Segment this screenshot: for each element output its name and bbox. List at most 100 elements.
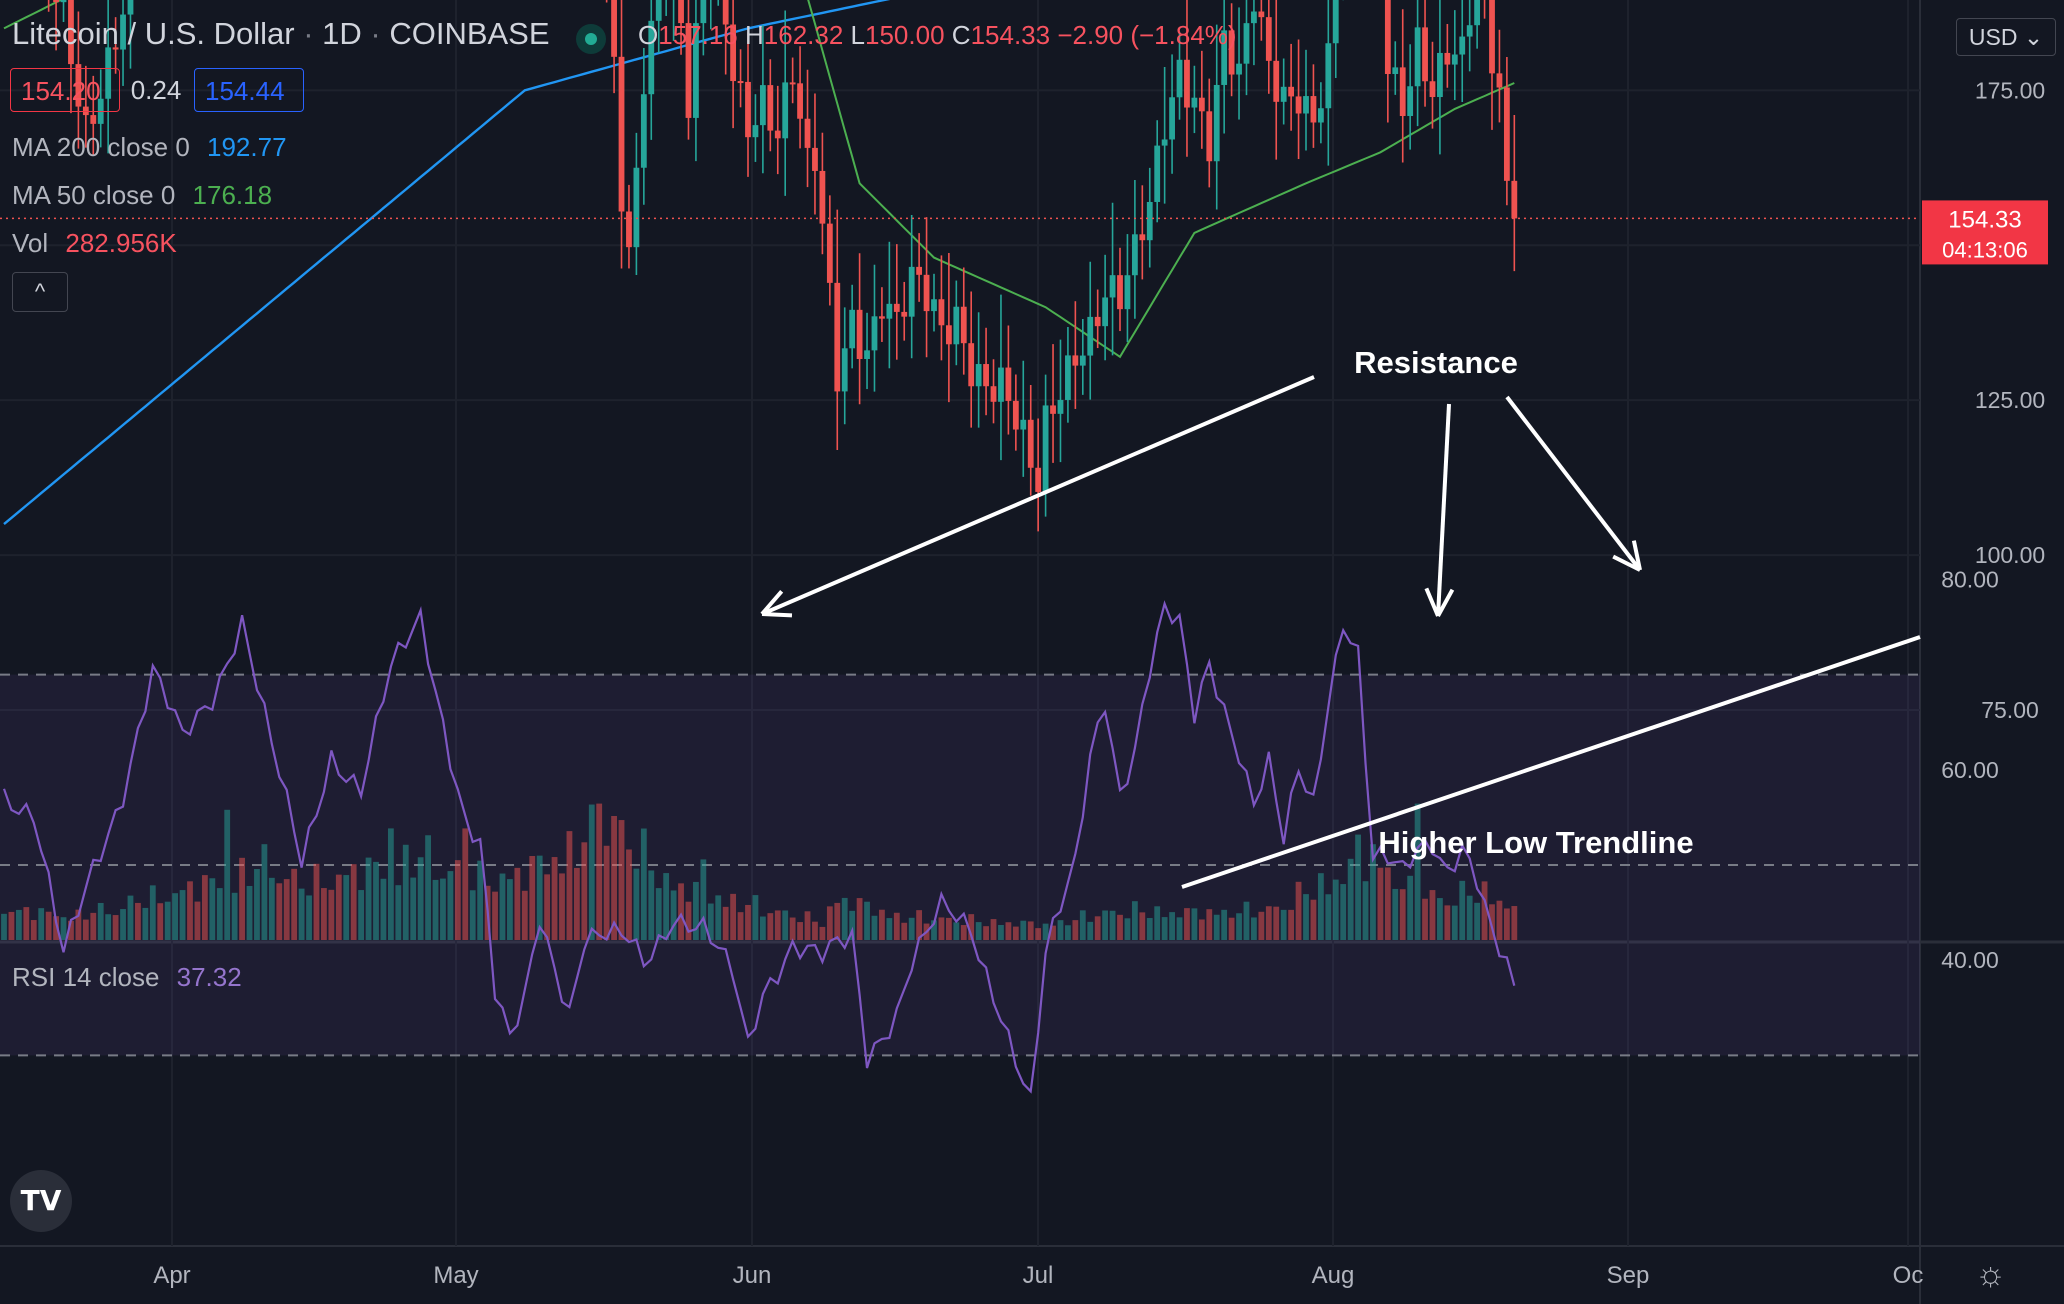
volume-bar [142,907,149,940]
volume-bar [789,917,796,940]
candle-body [1489,0,1495,74]
volume-bar [276,883,283,940]
volume-bar [901,922,908,940]
volume-bar [492,891,498,940]
resistance-arrow-3-head [1612,554,1641,572]
resistance-arrow-1 [761,375,1315,616]
settings-icon[interactable]: ☼ [1975,1255,2007,1293]
candle-body [1012,400,1019,430]
volume-bar [551,857,558,940]
candle-body [1258,11,1265,18]
volume-bar [1109,910,1116,940]
volume-bar [916,910,923,940]
volume-bar [841,897,848,940]
low-value: 150.00 [865,20,945,50]
currency-select[interactable]: USD ⌄ [1956,18,2056,56]
volume-legend[interactable]: Vol 282.956K [12,228,177,259]
sell-price-button[interactable]: 154.20 [10,68,120,112]
candle-body [678,0,684,24]
chevron-up-icon: ^ [34,279,46,304]
candle-body [1429,81,1436,98]
volume-bar [886,918,893,940]
volume-bar [15,909,22,940]
ma200-line [3,0,891,526]
volume-bar [410,877,417,940]
candle-body [819,170,826,224]
resistance-arrow-2-head [1436,588,1455,617]
candle-body [1511,180,1518,219]
candle-body [916,266,923,275]
volume-bar [1065,925,1071,940]
ma50-legend[interactable]: MA 50 close 0 176.18 [12,180,272,211]
resistance-arrow-3-head [1631,540,1642,571]
candle-body [60,0,67,3]
volume-bar [1087,921,1094,940]
candle-body [633,167,640,248]
volume-bar [1347,858,1354,940]
trendline-annotation: Higher Low Trendline [1378,825,1693,860]
volume-label: Vol [12,228,49,258]
volume-bar [157,903,164,940]
candle-body [998,367,1004,402]
price-tick-label: 75.00 [1981,697,2039,723]
volume-bar [1392,888,1399,940]
volume-bar [1117,914,1123,940]
candle-body [1124,275,1131,310]
volume-bar [477,860,484,940]
volume-bar [1102,910,1109,940]
buy-price-button[interactable]: 154.44 [194,68,304,112]
ma200-legend[interactable]: MA 200 close 0 192.77 [12,132,287,163]
candle-body [1399,67,1406,117]
spread-value: 0.24 [130,75,182,105]
volume-bar [1161,917,1168,940]
volume-bar [350,864,357,940]
candle-body [901,311,908,317]
candle-body [1057,399,1064,414]
tradingview-logo-icon[interactable]: TV [10,1170,72,1232]
candle-body [685,23,692,118]
candle-body [826,223,833,283]
symbol-header[interactable]: Litecoin / U.S. Dollar · 1D · COINBASE [12,16,550,51]
resistance-arrow-2-head [1424,587,1440,617]
change-value: −2.90 (−1.84%) [1057,20,1237,50]
candle-body [1027,419,1034,468]
time-tick-label: May [433,1262,478,1289]
candle-body [1079,355,1086,366]
candle-body [968,343,975,387]
candle-body [618,56,625,212]
volume-bar [105,914,112,940]
candle-body [1065,355,1071,400]
volume-bar [1236,913,1242,940]
rsi-legend[interactable]: RSI 14 close 37.32 [12,962,242,993]
collapse-legend-button[interactable]: ^ [12,272,68,312]
time-tick-label: Jun [733,1262,772,1289]
volume-bar [328,889,335,940]
volume-bar [759,916,766,940]
volume-bar [469,890,476,940]
volume-bar [544,874,551,940]
volume-bar [306,895,312,940]
ohlc-values: O157.16 H162.32 L150.00 C154.33 −2.90 (−… [638,20,1237,50]
candle-body [1184,59,1190,108]
ma50-value: 176.18 [192,180,273,210]
volume-bar [313,863,320,940]
volume-bar [596,803,603,940]
candle-body [797,83,803,119]
last-price-tag [1922,200,2048,265]
candle-body [1496,73,1503,88]
volume-bar [1288,909,1295,940]
candle-body [1042,405,1049,492]
volume-bar [1444,905,1451,940]
price-tick-label: 175.00 [1975,77,2045,103]
volume-bar [529,856,536,940]
volume-bar [908,917,915,940]
volume-bar [804,911,811,940]
volume-bar [782,910,789,940]
volume-bar [90,912,97,940]
volume-bar [1027,921,1034,940]
candle-body [105,47,112,99]
candle-body [82,106,89,116]
candle-body [1102,297,1109,327]
volume-bar [187,881,193,940]
